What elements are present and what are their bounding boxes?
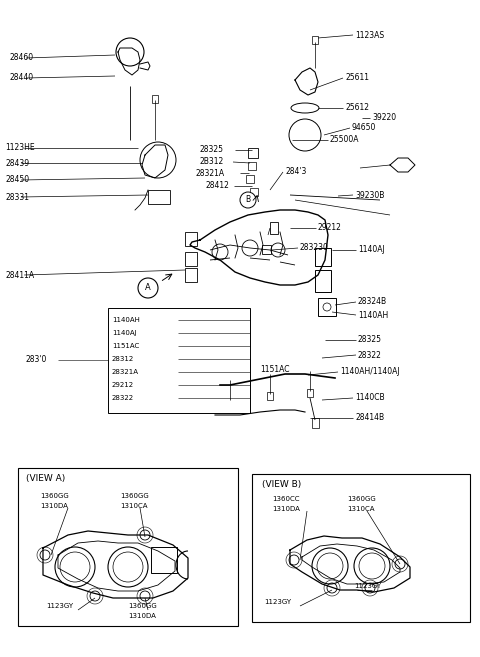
Text: 1360GG: 1360GG <box>40 493 69 499</box>
Text: 1140CB: 1140CB <box>355 394 384 403</box>
Text: 1140AJ: 1140AJ <box>358 246 385 254</box>
Text: 28324B: 28324B <box>358 298 387 307</box>
Text: 29212: 29212 <box>112 382 134 388</box>
Text: A: A <box>145 284 151 292</box>
Bar <box>227 398 233 406</box>
Text: 1151AC: 1151AC <box>112 343 139 349</box>
Text: 28412: 28412 <box>205 181 229 191</box>
Text: 283230: 283230 <box>300 244 329 252</box>
Text: 1310DA: 1310DA <box>40 503 68 509</box>
Text: 29212: 29212 <box>318 223 342 233</box>
Text: 94650: 94650 <box>352 124 376 133</box>
Text: 1123GY: 1123GY <box>354 583 381 589</box>
Text: 1310DA: 1310DA <box>128 613 156 619</box>
Bar <box>315 270 331 292</box>
Bar <box>108 308 250 413</box>
Bar <box>307 389 313 397</box>
Text: 39220: 39220 <box>372 114 396 122</box>
Bar <box>312 36 318 44</box>
Text: B: B <box>245 196 251 204</box>
Text: 1123GY: 1123GY <box>46 603 73 609</box>
Text: 1360GG: 1360GG <box>347 496 376 502</box>
Text: 25611: 25611 <box>345 74 369 83</box>
Bar <box>151 547 177 573</box>
Text: 28321A: 28321A <box>196 168 225 177</box>
Text: 28460: 28460 <box>10 53 34 62</box>
Text: (VIEW B): (VIEW B) <box>262 480 301 489</box>
Bar <box>267 392 273 400</box>
Text: 28312: 28312 <box>112 356 134 362</box>
Bar <box>248 162 256 170</box>
Text: 1310CA: 1310CA <box>347 506 374 512</box>
Bar <box>185 232 197 246</box>
Bar <box>270 222 278 234</box>
Text: 1151AC: 1151AC <box>260 365 289 374</box>
Text: 28331: 28331 <box>5 193 29 202</box>
Text: 284'3: 284'3 <box>285 168 306 177</box>
Bar <box>148 190 170 204</box>
Text: 28325: 28325 <box>358 336 382 344</box>
Text: 28414B: 28414B <box>355 413 384 422</box>
Text: 1360CC: 1360CC <box>272 496 300 502</box>
Bar <box>315 248 331 266</box>
Text: 28411A: 28411A <box>5 271 34 279</box>
Bar <box>312 418 319 428</box>
Bar <box>18 468 238 626</box>
Text: 1310DA: 1310DA <box>272 506 300 512</box>
Text: 1123GY: 1123GY <box>264 599 291 605</box>
Bar <box>262 245 271 254</box>
Bar <box>246 175 254 183</box>
Text: 1140AJ: 1140AJ <box>112 330 137 336</box>
Text: 1360GG: 1360GG <box>120 493 149 499</box>
Text: 1123AS: 1123AS <box>355 30 384 39</box>
Bar <box>318 298 336 316</box>
Bar <box>185 252 197 266</box>
Circle shape <box>138 278 158 298</box>
Text: 1310CA: 1310CA <box>120 503 147 509</box>
Text: 28450: 28450 <box>5 175 29 185</box>
Text: 1123HE: 1123HE <box>5 143 35 152</box>
Text: 28440: 28440 <box>10 74 34 83</box>
Text: 28322: 28322 <box>358 350 382 359</box>
Text: 28321A: 28321A <box>112 369 139 375</box>
Text: (VIEW A): (VIEW A) <box>26 474 65 482</box>
Text: 1360GG: 1360GG <box>128 603 157 609</box>
Text: 1140AH: 1140AH <box>112 317 140 323</box>
Text: 25612: 25612 <box>345 104 369 112</box>
Bar <box>152 95 158 103</box>
Bar <box>250 188 258 196</box>
Text: 25500A: 25500A <box>330 135 360 145</box>
Text: 1140AH: 1140AH <box>358 311 388 319</box>
Text: 28325: 28325 <box>200 145 224 154</box>
Text: 283'0: 283'0 <box>25 355 47 365</box>
Text: 2B312: 2B312 <box>200 158 224 166</box>
Circle shape <box>240 192 256 208</box>
Text: 28322: 28322 <box>112 395 134 401</box>
Bar <box>252 474 470 622</box>
Text: 28439: 28439 <box>5 158 29 168</box>
Bar <box>248 148 258 158</box>
Text: 1140AH/1140AJ: 1140AH/1140AJ <box>340 367 400 376</box>
Text: 39230B: 39230B <box>355 191 384 200</box>
Bar <box>185 268 197 282</box>
